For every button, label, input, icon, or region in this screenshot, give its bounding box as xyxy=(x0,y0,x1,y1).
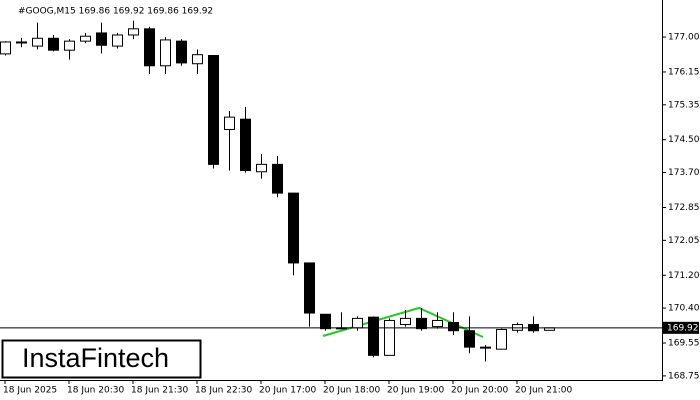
y-tick-label: 171.20 xyxy=(668,271,700,281)
candle-body xyxy=(208,55,219,165)
candle-body xyxy=(256,163,267,173)
candle-body xyxy=(496,328,507,350)
candle-body xyxy=(464,330,475,348)
x-tick-label: 18 Jun 21:30 xyxy=(131,386,188,396)
candle-body xyxy=(304,262,315,314)
y-tick-label: 172.85 xyxy=(668,203,700,213)
y-tick-label: 168.75 xyxy=(668,371,700,381)
y-tick-label: 170.40 xyxy=(668,304,700,314)
x-tick-label: 20 Jun 19:00 xyxy=(387,386,444,396)
candle-body xyxy=(176,40,187,64)
y-tick-label: 176.15 xyxy=(668,67,700,77)
x-tick-label: 20 Jun 21:00 xyxy=(515,386,572,396)
candle-body xyxy=(80,35,91,42)
y-tick-label: 175.35 xyxy=(668,100,700,110)
current-price-box xyxy=(663,321,699,334)
candle-body xyxy=(128,28,139,36)
candle-body xyxy=(224,116,235,130)
x-tick-label: 18 Jun 22:30 xyxy=(195,386,252,396)
candle-body xyxy=(144,28,155,67)
candle-body xyxy=(240,118,251,172)
x-tick-label: 18 Jun 20:30 xyxy=(67,386,124,396)
candle-body xyxy=(320,313,331,330)
candle-body xyxy=(368,316,379,356)
x-tick-label: 18 Jun 2025 xyxy=(3,386,57,396)
current-price-label: 169.92 xyxy=(667,323,699,333)
candle-body xyxy=(432,319,443,328)
x-tick-label: 20 Jun 18:00 xyxy=(323,386,380,396)
logo: InstaFintech xyxy=(22,343,169,373)
candle-body xyxy=(96,32,107,46)
y-tick-label: 174.50 xyxy=(668,135,700,145)
y-tick-label: 169.55 xyxy=(668,339,700,349)
x-tick-label: 20 Jun 20:00 xyxy=(451,386,508,396)
candle-body xyxy=(160,39,171,67)
candle-body xyxy=(384,319,395,356)
candle-body xyxy=(32,37,43,47)
candle-body xyxy=(0,41,11,55)
candle-body xyxy=(192,54,203,65)
candle-body xyxy=(416,317,427,330)
logo-box xyxy=(1,339,202,379)
candle-body xyxy=(400,317,411,326)
y-tick-label: 173.70 xyxy=(668,168,700,178)
candle-body xyxy=(448,321,459,332)
chart-title: #GOOG,M15 169.86 169.92 169.86 169.92 xyxy=(18,7,213,17)
candle-body xyxy=(288,192,299,264)
candle-body xyxy=(480,346,491,349)
candle-body xyxy=(64,40,75,51)
candle-body xyxy=(16,41,27,44)
candle-body xyxy=(48,37,59,51)
candle-body xyxy=(352,317,363,329)
candle-body xyxy=(112,34,123,47)
candle-body xyxy=(272,163,283,194)
y-tick-label: 177.00 xyxy=(668,33,700,43)
x-tick-label: 20 Jun 17:00 xyxy=(259,386,316,396)
y-tick-label: 172.05 xyxy=(668,236,700,246)
